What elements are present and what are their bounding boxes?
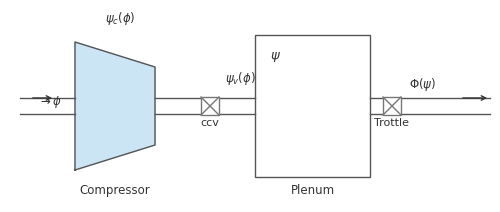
Bar: [201, 97, 219, 115]
Text: $\psi_v(\phi)$: $\psi_v(\phi)$: [225, 70, 256, 87]
Polygon shape: [75, 42, 155, 170]
Text: $\psi$: $\psi$: [270, 50, 281, 64]
Bar: [255, 35, 370, 177]
Text: Trottle: Trottle: [374, 118, 410, 128]
Bar: [383, 97, 401, 115]
Text: $\Phi(\psi)$: $\Phi(\psi)$: [409, 76, 436, 93]
Text: $\rightarrow \phi$: $\rightarrow \phi$: [38, 94, 62, 110]
Text: Compressor: Compressor: [80, 184, 150, 197]
Text: Plenum: Plenum: [290, 184, 335, 197]
Text: ccv: ccv: [200, 118, 220, 128]
Text: $\psi_c(\phi)$: $\psi_c(\phi)$: [104, 10, 136, 27]
